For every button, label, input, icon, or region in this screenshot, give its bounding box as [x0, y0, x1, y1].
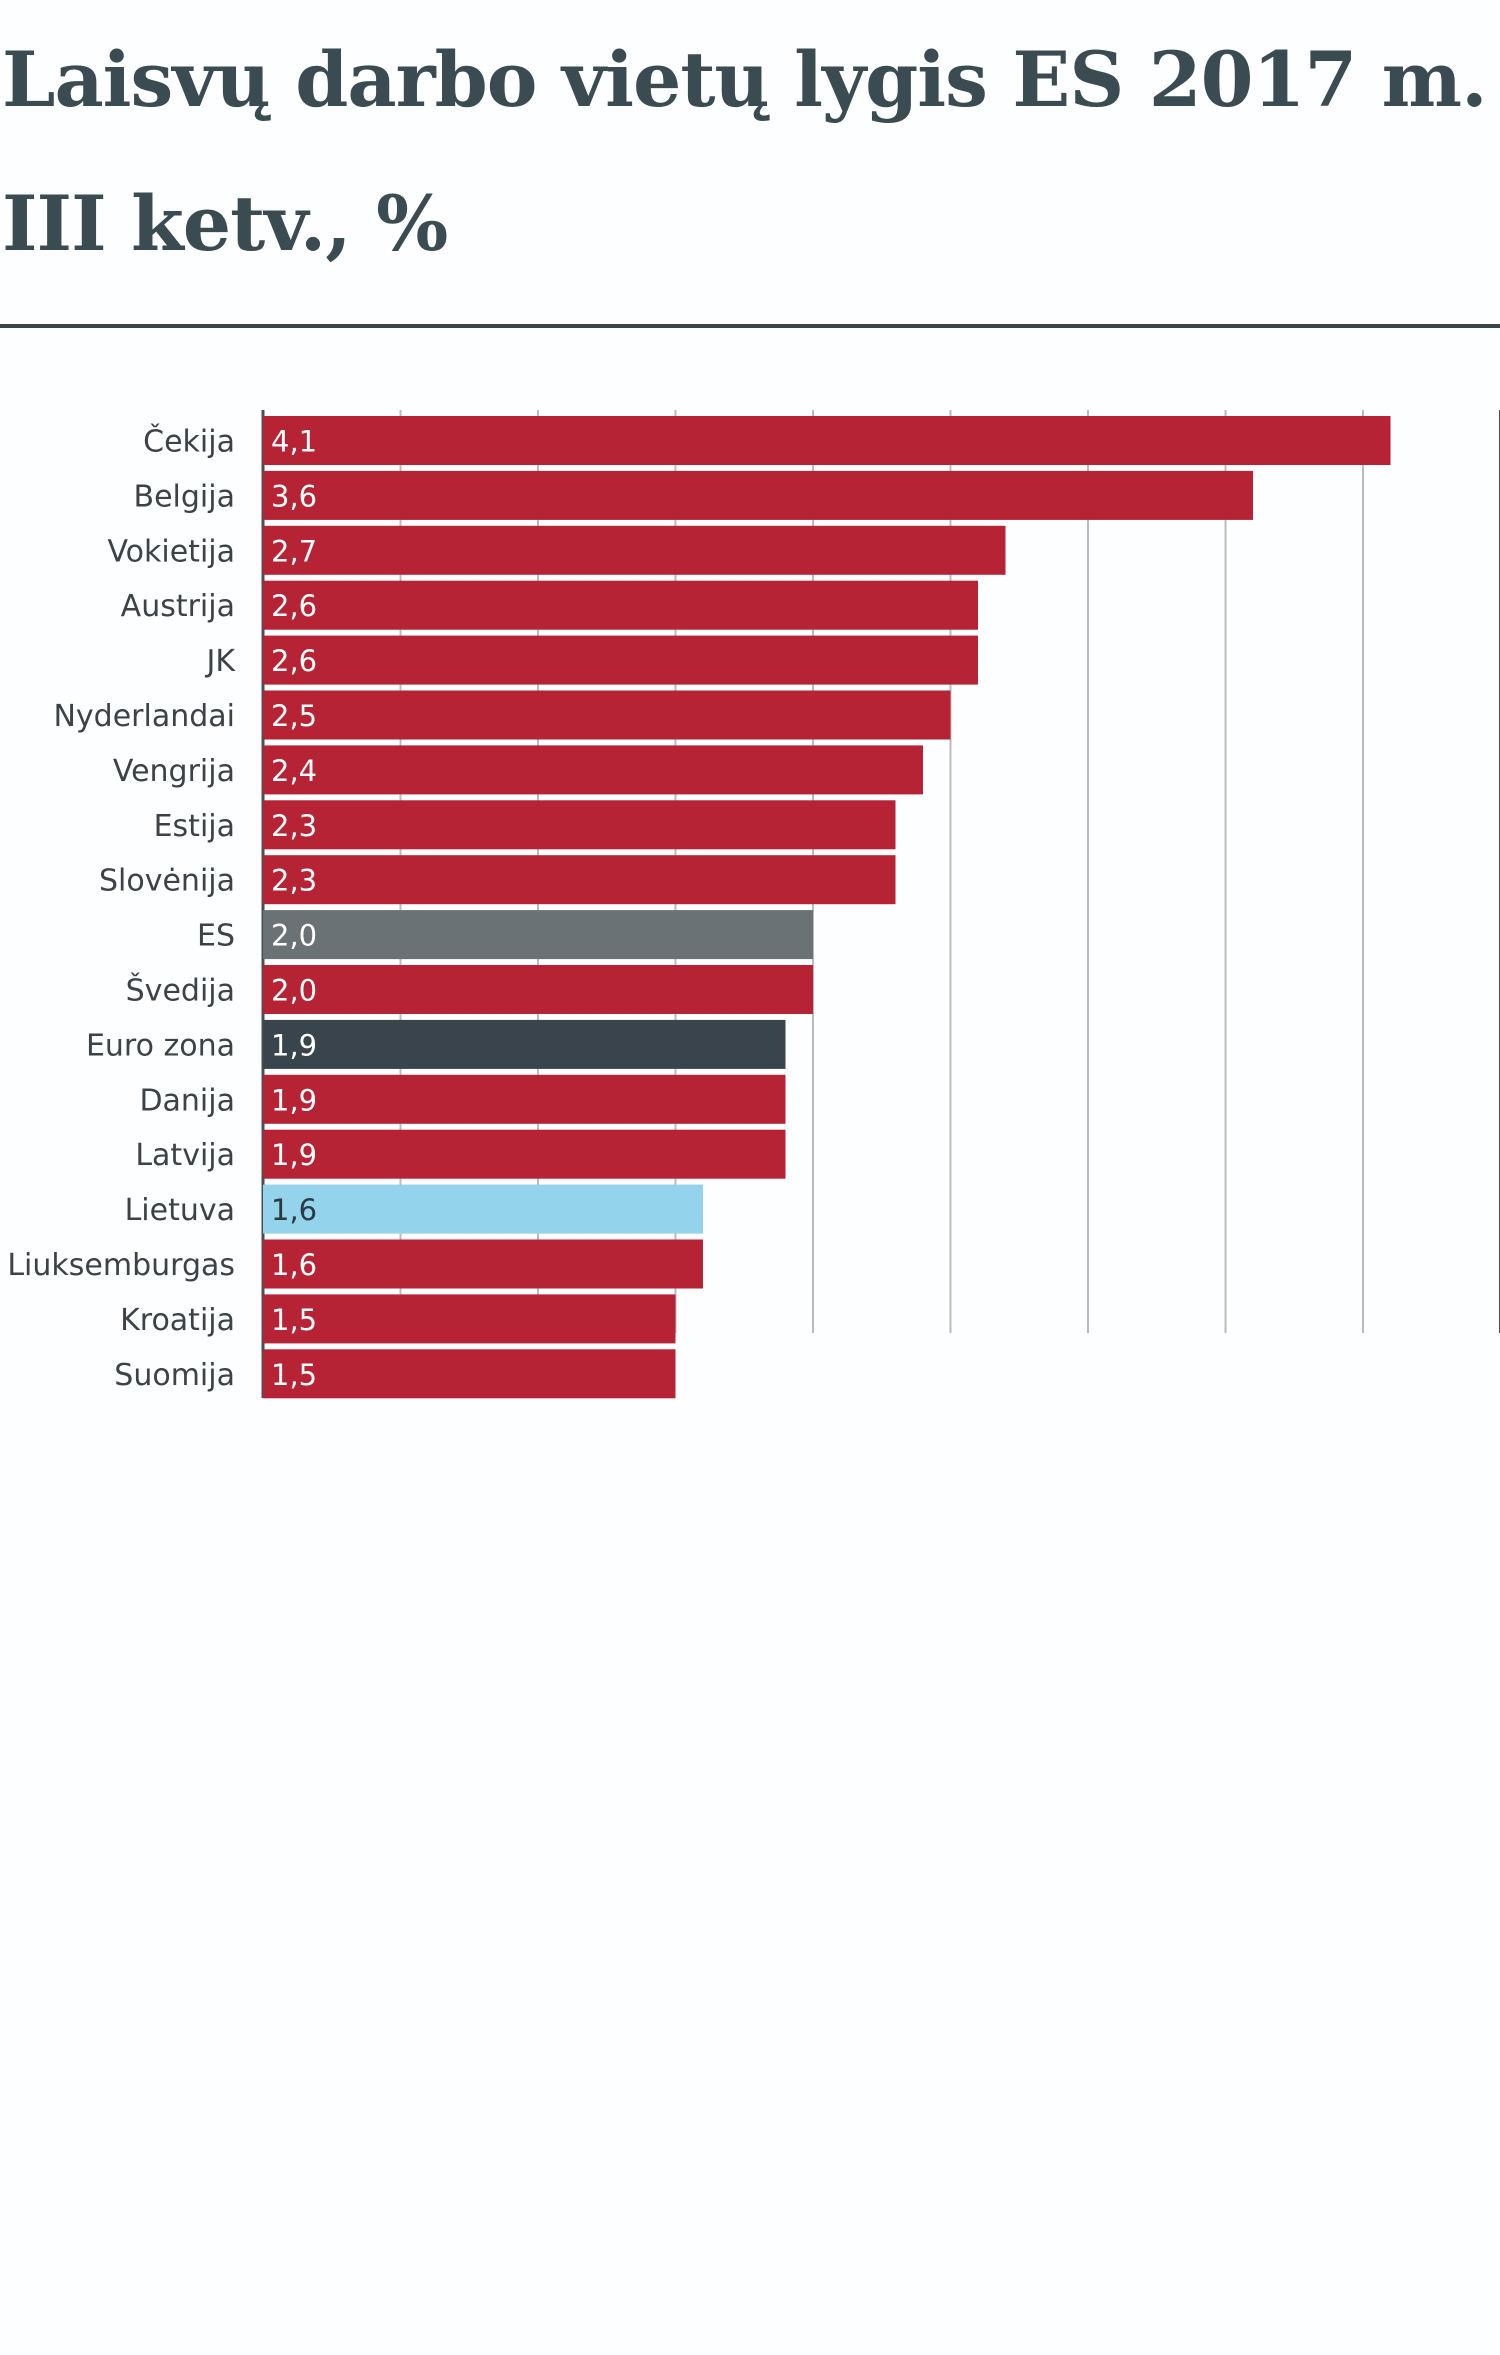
bar-9	[263, 855, 896, 905]
bar-11	[263, 965, 813, 1014]
category-label: Nyderlandai	[53, 699, 235, 734]
bar-6	[263, 690, 951, 740]
bar-2	[263, 470, 1253, 520]
bar-1	[263, 416, 1391, 465]
value-label: 3,6	[271, 479, 317, 513]
value-label: 1,9	[271, 1138, 317, 1172]
category-label: Danija	[139, 1083, 235, 1118]
category-label: Latvija	[135, 1138, 235, 1173]
category-label: Slovėnija	[99, 864, 235, 899]
value-label: 1,9	[271, 1028, 317, 1062]
value-label: 1,5	[271, 1358, 317, 1392]
category-label: Lietuva	[125, 1193, 235, 1228]
category-label: Vengrija	[113, 754, 235, 789]
value-label: 1,6	[271, 1193, 317, 1227]
bar-16	[263, 1239, 703, 1289]
value-label: 1,6	[271, 1248, 317, 1282]
bar-13	[263, 1074, 786, 1124]
value-label: 2,5	[271, 699, 317, 733]
bar-5	[263, 635, 978, 685]
value-label: 2,6	[271, 589, 317, 623]
category-label: Belgija	[134, 479, 235, 514]
category-label: Euro zona	[86, 1028, 235, 1063]
category-label: ES	[197, 919, 235, 954]
value-label: 4,1	[271, 425, 317, 459]
category-label: Austrija	[121, 589, 235, 624]
bar-15	[263, 1184, 703, 1234]
bar-8	[263, 800, 896, 850]
value-label: 1,9	[271, 1083, 317, 1117]
value-label: 2,0	[271, 974, 317, 1008]
category-label: Kroatija	[120, 1303, 235, 1338]
bar-18	[263, 1349, 676, 1399]
bar-7	[263, 745, 923, 795]
value-label: 2,4	[271, 754, 317, 788]
chart-title: Laisvų darbo vietų lygis ES 2017 m. III …	[2, 35, 1488, 268]
category-label: Liuksemburgas	[7, 1248, 235, 1283]
bar-4	[263, 580, 978, 630]
category-label: JK	[204, 644, 236, 679]
category-label: Estija	[154, 809, 235, 844]
value-label: 2,6	[271, 644, 317, 678]
bar-12	[263, 1019, 786, 1069]
value-label: 2,7	[271, 534, 317, 568]
category-label: Čekija	[143, 423, 235, 460]
value-label: 2,3	[271, 809, 317, 843]
title-divider	[0, 324, 1500, 328]
bar-17	[263, 1294, 676, 1344]
category-label: Suomija	[114, 1358, 235, 1393]
category-label: Švedija	[126, 972, 235, 1009]
bar-3	[263, 525, 1006, 575]
bars: 4,1 3,6 2,7 2,6 2,6 2,5 2,4 2,3 2,3 2,0 2,0 1,9 1,9 1…	[263, 416, 1391, 1399]
bar-10	[263, 910, 813, 960]
category-labels: Čekija Belgija Vokietija Austrija JK Nyderlan…	[7, 423, 236, 1393]
bar-14	[263, 1129, 786, 1179]
value-label: 2,0	[271, 919, 317, 953]
category-label: Vokietija	[107, 534, 235, 569]
value-label: 2,3	[271, 864, 317, 898]
value-label: 1,5	[271, 1303, 317, 1337]
